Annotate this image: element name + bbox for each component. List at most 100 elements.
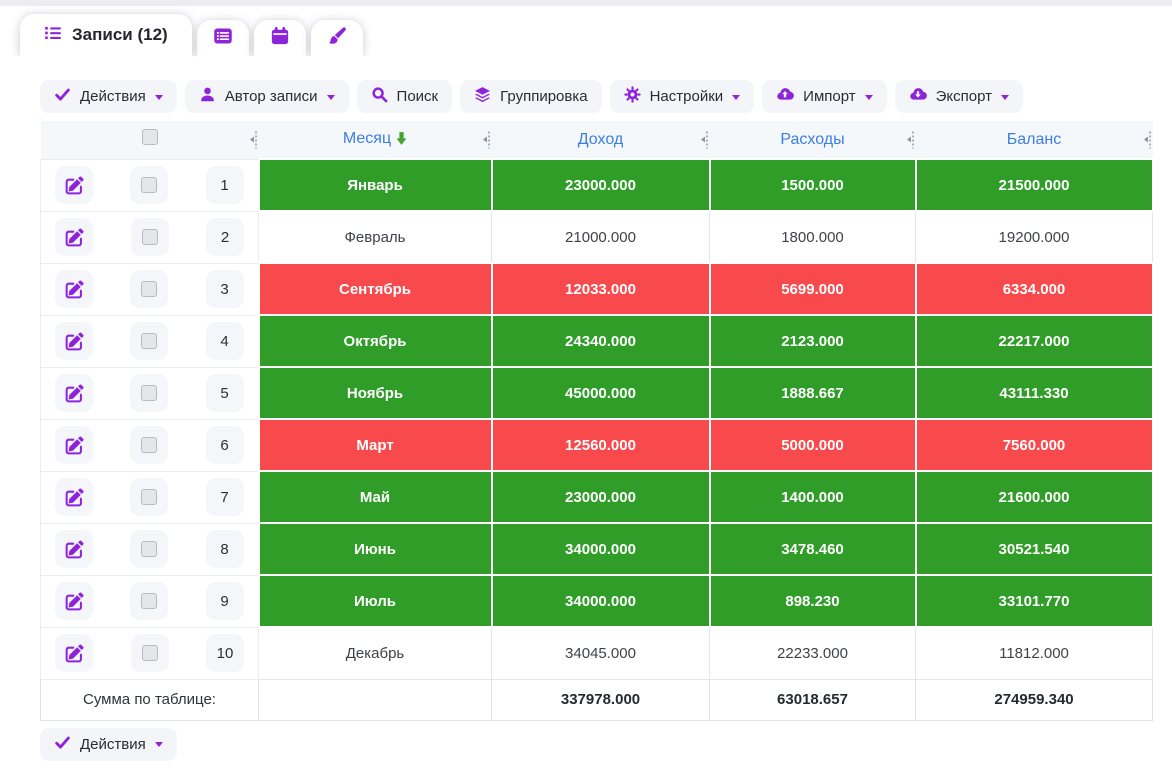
edit-row-button[interactable] xyxy=(55,374,93,412)
edit-row-button[interactable] xyxy=(55,322,93,360)
bottom-actions-button[interactable]: Действия xyxy=(40,727,177,761)
row-checkbox[interactable] xyxy=(141,489,158,505)
income-cell[interactable]: 12560.000 xyxy=(490,418,711,472)
column-resize-handle[interactable] xyxy=(700,131,708,148)
income-cell[interactable]: 23000.000 xyxy=(490,158,711,212)
expenses-cell[interactable]: 1400.000 xyxy=(708,470,917,524)
row-checkbox-chip[interactable] xyxy=(130,634,169,672)
edit-row-button[interactable] xyxy=(55,530,93,568)
actions-label: Действия xyxy=(80,88,146,105)
month-cell[interactable]: Март xyxy=(257,418,493,472)
export-button[interactable]: Экспорт xyxy=(894,80,1023,113)
header-expenses[interactable]: Расходы xyxy=(709,121,916,160)
expenses-cell[interactable]: 2123.000 xyxy=(708,314,917,368)
income-cell[interactable]: 21000.000 xyxy=(491,210,710,264)
income-cell[interactable]: 34000.000 xyxy=(490,574,711,628)
row-checkbox[interactable] xyxy=(141,333,158,349)
import-button[interactable]: Импорт xyxy=(762,80,887,113)
column-resize-handle[interactable] xyxy=(249,131,257,149)
month-cell[interactable]: Июнь xyxy=(257,522,493,576)
settings-button[interactable]: Настройки xyxy=(609,80,755,113)
balance-cell[interactable]: 21500.000 xyxy=(914,158,1154,212)
tab-calendar-view[interactable] xyxy=(253,20,306,56)
column-resize-handle[interactable] xyxy=(482,131,490,148)
row-checkbox-chip[interactable] xyxy=(130,374,169,412)
actions-button[interactable]: Действия xyxy=(40,80,177,113)
row-checkbox[interactable] xyxy=(141,177,158,193)
record-author-button[interactable]: Автор записи xyxy=(184,80,349,113)
expenses-cell[interactable]: 5000.000 xyxy=(708,418,917,472)
balance-cell[interactable]: 33101.770 xyxy=(914,574,1154,628)
income-cell[interactable]: 24340.000 xyxy=(490,314,711,368)
row-checkbox[interactable] xyxy=(141,281,158,297)
expenses-cell[interactable]: 5699.000 xyxy=(708,262,917,316)
edit-row-button[interactable] xyxy=(55,166,93,204)
edit-row-button[interactable] xyxy=(55,218,93,256)
select-all-checkbox[interactable] xyxy=(141,129,158,146)
row-checkbox-chip[interactable] xyxy=(130,530,169,568)
edit-row-button[interactable] xyxy=(55,270,93,308)
search-button[interactable]: Поиск xyxy=(356,80,453,113)
column-resize-handle[interactable] xyxy=(1143,131,1151,148)
export-label: Экспорт xyxy=(935,88,992,105)
balance-cell[interactable]: 21600.000 xyxy=(914,470,1154,524)
expenses-cell[interactable]: 1500.000 xyxy=(708,158,917,212)
month-cell[interactable]: Сентябрь xyxy=(257,262,493,316)
expenses-cell[interactable]: 3478.460 xyxy=(708,522,917,576)
expenses-cell[interactable]: 1800.000 xyxy=(709,210,916,264)
tab-table-view[interactable] xyxy=(196,20,249,56)
tab-bar: Записи (12) xyxy=(0,14,1172,56)
edit-row-button[interactable] xyxy=(55,582,93,620)
balance-cell[interactable]: 22217.000 xyxy=(914,314,1154,368)
month-cell[interactable]: Февраль xyxy=(258,210,492,264)
row-checkbox-chip[interactable] xyxy=(130,478,169,516)
month-cell[interactable]: Декабрь xyxy=(258,626,492,680)
row-checkbox[interactable] xyxy=(141,229,158,245)
expenses-cell[interactable]: 1888.667 xyxy=(708,366,917,420)
row-checkbox[interactable] xyxy=(141,593,158,609)
income-cell[interactable]: 23000.000 xyxy=(490,470,711,524)
balance-cell[interactable]: 7560.000 xyxy=(914,418,1154,472)
header-income[interactable]: Доход xyxy=(491,121,710,160)
row-checkbox-chip[interactable] xyxy=(130,218,169,256)
tab-customize-view[interactable] xyxy=(310,20,363,56)
grouping-label: Группировка xyxy=(500,88,588,105)
expenses-cell[interactable]: 898.230 xyxy=(708,574,917,628)
table-row: 5 Ноябрь 45000.000 1888.667 43111.330 xyxy=(40,366,1154,420)
column-resize-handle[interactable] xyxy=(906,131,914,148)
row-checkbox-chip[interactable] xyxy=(130,166,169,204)
row-checkbox-chip[interactable] xyxy=(130,582,169,620)
income-cell[interactable]: 12033.000 xyxy=(490,262,711,316)
record-author-label: Автор записи xyxy=(224,88,318,105)
row-checkbox[interactable] xyxy=(141,645,158,661)
month-cell[interactable]: Ноябрь xyxy=(257,366,493,420)
month-cell[interactable]: Январь xyxy=(257,158,493,212)
row-checkbox[interactable] xyxy=(141,541,158,557)
row-checkbox-chip[interactable] xyxy=(130,322,169,360)
balance-cell[interactable]: 43111.330 xyxy=(914,366,1154,420)
row-checkbox-chip[interactable] xyxy=(130,426,169,464)
tab-records[interactable]: Записи (12) xyxy=(20,14,192,56)
header-balance[interactable]: Баланс xyxy=(915,121,1153,160)
edit-row-button[interactable] xyxy=(55,426,93,464)
row-checkbox-chip[interactable] xyxy=(130,270,169,308)
income-cell[interactable]: 45000.000 xyxy=(490,366,711,420)
header-month[interactable]: Месяц xyxy=(258,121,492,160)
balance-cell[interactable]: 19200.000 xyxy=(915,210,1153,264)
income-cell[interactable]: 34045.000 xyxy=(491,626,710,680)
row-checkbox[interactable] xyxy=(141,437,158,453)
expenses-cell[interactable]: 22233.000 xyxy=(709,626,916,680)
row-controls-cell: 7 xyxy=(40,470,259,524)
grouping-button[interactable]: Группировка xyxy=(460,80,602,113)
month-cell[interactable]: Октябрь xyxy=(257,314,493,368)
search-label: Поиск xyxy=(396,88,439,105)
income-cell[interactable]: 34000.000 xyxy=(490,522,711,576)
month-cell[interactable]: Май xyxy=(257,470,493,524)
edit-row-button[interactable] xyxy=(55,478,93,516)
balance-cell[interactable]: 11812.000 xyxy=(915,626,1153,680)
edit-row-button[interactable] xyxy=(55,634,93,672)
balance-cell[interactable]: 6334.000 xyxy=(914,262,1154,316)
month-cell[interactable]: Июль xyxy=(257,574,493,628)
balance-cell[interactable]: 30521.540 xyxy=(914,522,1154,576)
row-checkbox[interactable] xyxy=(141,385,158,401)
